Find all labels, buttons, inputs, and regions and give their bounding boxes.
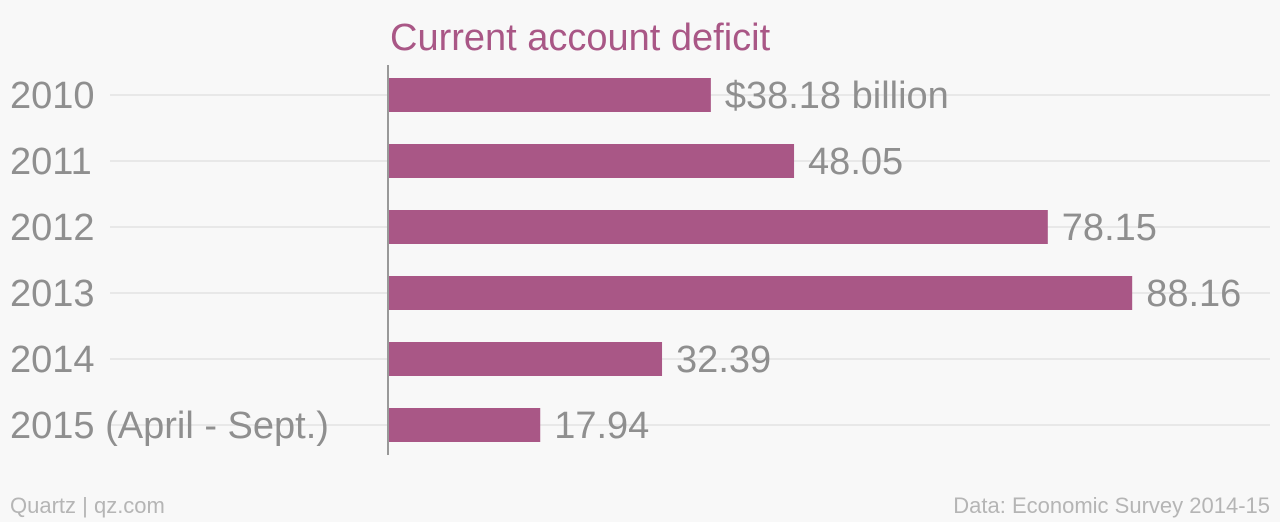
category-label: 2015 (April - Sept.) [10,405,329,447]
bar [389,144,795,178]
bar [389,78,711,112]
chart-title: Current account deficit [390,17,771,59]
category-label: 2010 [10,75,95,117]
category-labels: 2010 2011 2012 2013 2014 2015 (April - Sept.) [10,75,329,447]
category-label: 2013 [10,273,95,315]
value-label: 32.39 [676,339,771,381]
value-label: 88.16 [1146,273,1241,315]
value-label: 48.05 [808,141,903,183]
value-label: 78.15 [1062,207,1157,249]
category-label: 2011 [10,141,92,183]
bar [389,408,541,442]
category-label: 2012 [10,207,95,249]
value-label: 17.94 [554,405,649,447]
footer-data-source: Data: Economic Survey 2014-15 [953,493,1270,518]
category-label: 2014 [10,339,95,381]
bars [389,78,1133,442]
bar [389,276,1133,310]
value-labels: $38.18 billion 48.05 78.15 88.16 32.39 17.94 [554,75,1241,447]
bar [389,342,663,376]
footer-source-brand: Quartz | qz.com [10,493,165,518]
bar [389,210,1048,244]
value-label: $38.18 billion [725,75,949,117]
